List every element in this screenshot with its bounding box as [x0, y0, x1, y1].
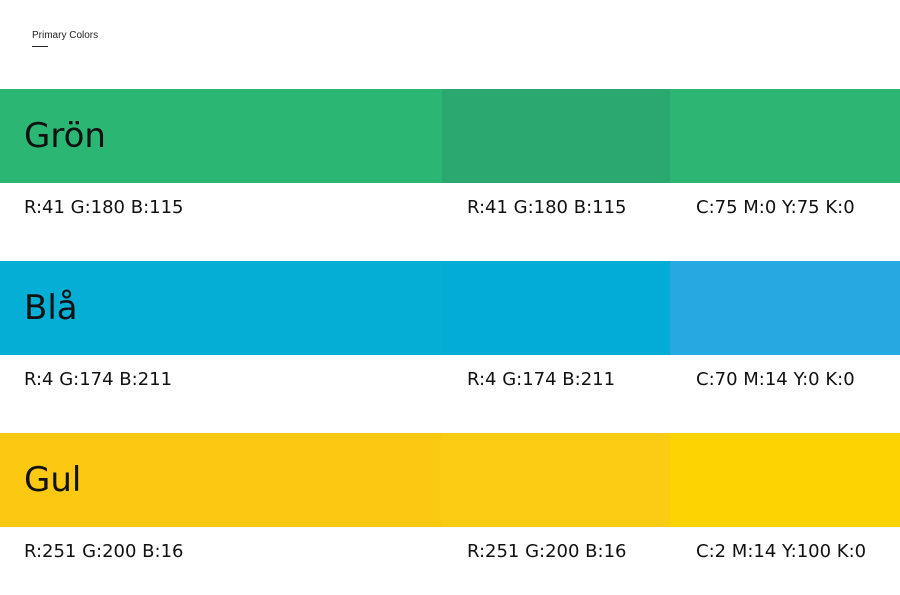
color-name: Grön [24, 116, 106, 156]
color-name: Gul [24, 460, 82, 500]
color-band: Grön [0, 89, 900, 183]
swatch [442, 89, 670, 183]
swatch [0, 433, 442, 527]
rgb-label: R:4 G:174 B:211 [467, 369, 616, 390]
swatch [670, 261, 900, 355]
cmyk-label: C:2 M:14 Y:100 K:0 [696, 541, 867, 562]
swatch [670, 89, 900, 183]
color-band: Blå [0, 261, 900, 355]
cmyk-label: C:75 M:0 Y:75 K:0 [696, 197, 855, 218]
rgb-label: R:251 G:200 B:16 [24, 541, 184, 562]
rgb-label: R:4 G:174 B:211 [24, 369, 173, 390]
color-band: Gul [0, 433, 900, 527]
color-name: Blå [24, 288, 78, 328]
rgb-label: R:41 G:180 B:115 [24, 197, 184, 218]
swatch [442, 433, 670, 527]
section-title: Primary Colors [32, 30, 99, 41]
swatch [442, 261, 670, 355]
title-rule [32, 46, 48, 47]
swatch [670, 433, 900, 527]
swatch [0, 261, 442, 355]
swatch [0, 89, 442, 183]
rgb-label: R:251 G:200 B:16 [467, 541, 627, 562]
rgb-label: R:41 G:180 B:115 [467, 197, 627, 218]
cmyk-label: C:70 M:14 Y:0 K:0 [696, 369, 855, 390]
